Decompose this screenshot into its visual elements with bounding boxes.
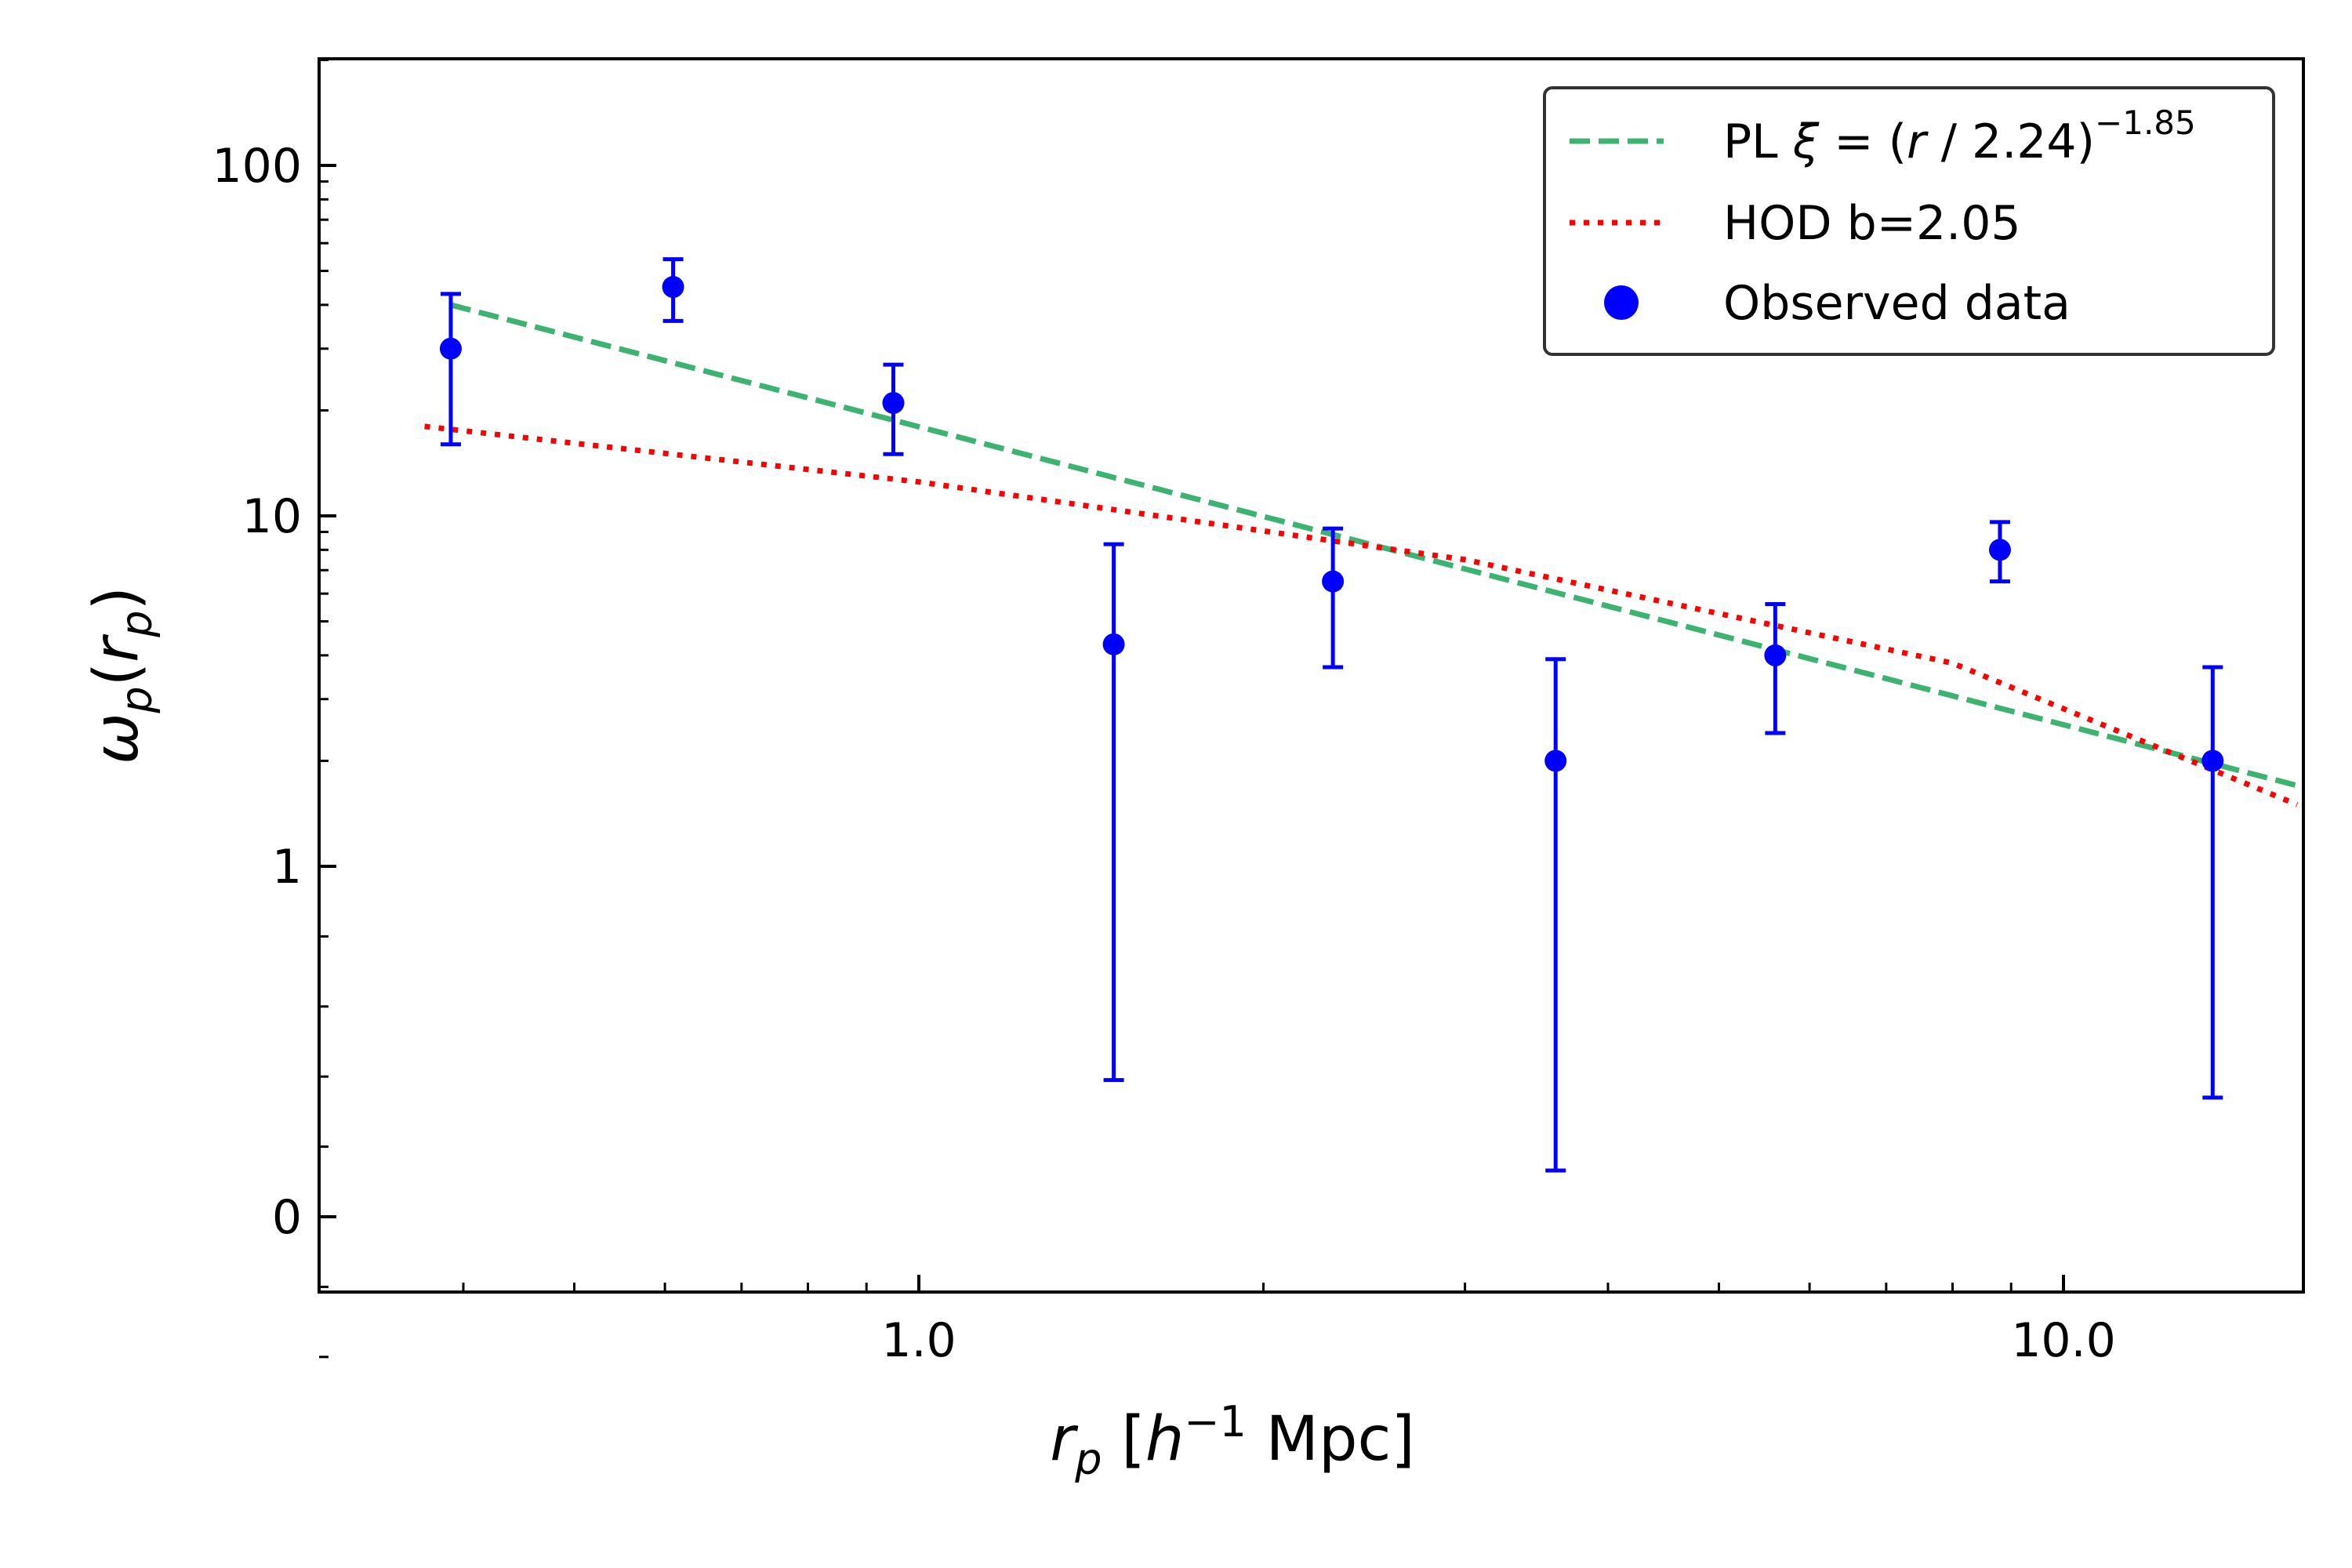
data-point: [662, 257, 684, 323]
data-marker: [2201, 750, 2224, 772]
pl-fit-line: [450, 302, 2298, 789]
data-point: [439, 292, 462, 447]
data-marker: [1322, 570, 1345, 593]
data-marker: [1544, 750, 1567, 772]
legend-observed-label: Observed data: [1723, 276, 2071, 331]
legend-hod-label: HOD b=2.05: [1723, 196, 2021, 251]
data-marker: [1102, 633, 1125, 655]
axis-ticks: 1.0 10.0 0 1 10 100: [212, 58, 2116, 1368]
x-axis-label: rp [h−1 Mpc]: [1050, 1397, 1415, 1484]
data-marker: [1988, 539, 2011, 561]
y-tick-label: 1: [272, 840, 302, 895]
legend-observed-swatch: [1604, 285, 1639, 320]
y-tick-label: 0: [272, 1190, 302, 1245]
y-tick-label: 10: [242, 489, 302, 544]
data-point: [1102, 542, 1125, 1083]
x-tick-label: 10.0: [2011, 1313, 2116, 1368]
data-point: [1764, 602, 1787, 735]
data-marker: [1764, 644, 1787, 666]
hod-model-line: [424, 423, 2299, 808]
x-tick-label: 1.0: [881, 1313, 956, 1368]
data-point: [2201, 665, 2224, 1100]
plot-frame: [318, 57, 2305, 1294]
data-point: [882, 362, 905, 456]
y-tick-label: 100: [212, 139, 302, 194]
legend-box: [1543, 86, 2275, 356]
data-marker: [439, 337, 462, 360]
data-point: [1322, 526, 1345, 670]
legend: PL ξ = (r / 2.24)−1.85 HOD b=2.05 Observ…: [1543, 86, 2275, 356]
data-marker: [882, 391, 905, 414]
plot-content: [424, 257, 2299, 1173]
data-point: [1988, 520, 2011, 584]
y-axis-label: ωp(rp): [82, 586, 162, 764]
legend-pl-label: PL ξ = (r / 2.24)−1.85: [1723, 103, 2196, 169]
data-marker: [662, 276, 684, 299]
data-point: [1544, 657, 1567, 1173]
